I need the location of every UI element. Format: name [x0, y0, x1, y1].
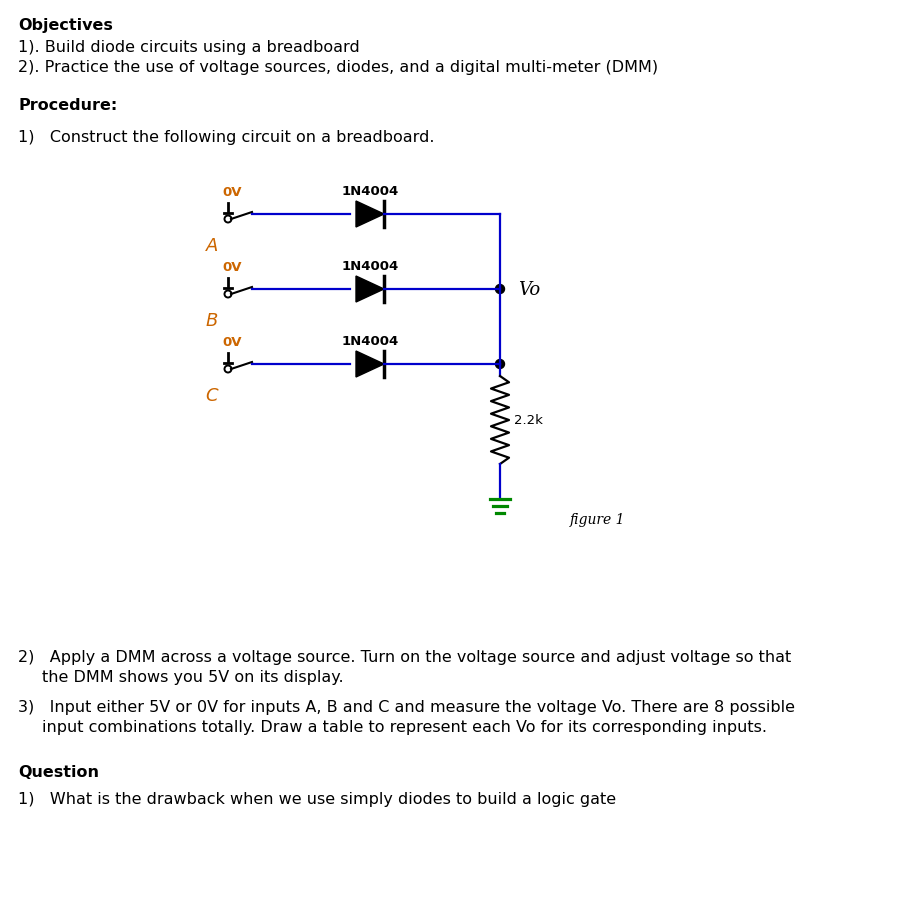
Text: 0V: 0V: [222, 186, 242, 199]
Text: 2.2k: 2.2k: [514, 414, 543, 427]
Text: 1N4004: 1N4004: [342, 335, 399, 347]
Circle shape: [496, 285, 505, 294]
Text: the DMM shows you 5V on its display.: the DMM shows you 5V on its display.: [42, 669, 343, 685]
Text: 3)   Input either 5V or 0V for inputs A, B and C and measure the voltage Vo. The: 3) Input either 5V or 0V for inputs A, B…: [18, 699, 795, 714]
Text: 0V: 0V: [222, 335, 242, 348]
Text: input combinations totally. Draw a table to represent each Vo for its correspond: input combinations totally. Draw a table…: [42, 720, 767, 734]
Text: 1)   Construct the following circuit on a breadboard.: 1) Construct the following circuit on a …: [18, 130, 435, 145]
Text: 1N4004: 1N4004: [342, 185, 399, 198]
Circle shape: [496, 360, 505, 369]
Polygon shape: [356, 202, 384, 228]
Text: 2)   Apply a DMM across a voltage source. Turn on the voltage source and adjust : 2) Apply a DMM across a voltage source. …: [18, 650, 791, 664]
Text: Procedure:: Procedure:: [18, 98, 117, 113]
Text: figure 1: figure 1: [570, 513, 625, 527]
Text: B: B: [206, 312, 218, 330]
Text: 0V: 0V: [222, 261, 242, 274]
Text: Objectives: Objectives: [18, 18, 113, 33]
Text: 1N4004: 1N4004: [342, 260, 399, 273]
Text: C: C: [206, 387, 218, 404]
Text: 1)   What is the drawback when we use simply diodes to build a logic gate: 1) What is the drawback when we use simp…: [18, 791, 616, 806]
Text: Question: Question: [18, 765, 99, 779]
Text: 1). Build diode circuits using a breadboard: 1). Build diode circuits using a breadbo…: [18, 40, 360, 55]
Polygon shape: [356, 277, 384, 302]
Polygon shape: [356, 352, 384, 378]
Text: Vo: Vo: [518, 280, 540, 299]
Text: 2). Practice the use of voltage sources, diodes, and a digital multi-meter (DMM): 2). Practice the use of voltage sources,…: [18, 60, 658, 75]
Text: A: A: [206, 237, 218, 255]
